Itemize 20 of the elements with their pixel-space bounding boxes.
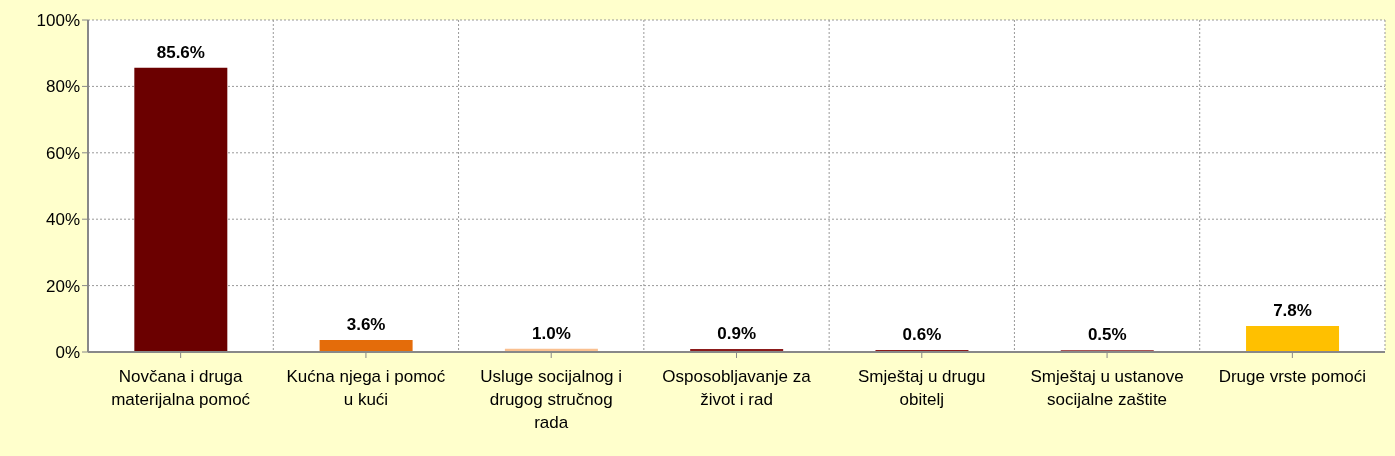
data-label: 0.5% bbox=[1087, 325, 1127, 345]
x-tick-label: Usluge socijalnog i drugog stručnog rada bbox=[480, 367, 623, 433]
data-label: 1.0% bbox=[532, 323, 571, 343]
y-tick-label: 80% bbox=[45, 77, 80, 97]
y-tick-label: 20% bbox=[45, 276, 80, 296]
data-label: 0.9% bbox=[717, 324, 757, 344]
data-label: 0.6% bbox=[902, 325, 942, 345]
y-tick-label: 40% bbox=[45, 210, 80, 230]
y-tick-label: 100% bbox=[36, 11, 80, 31]
data-label: 3.6% bbox=[346, 315, 386, 335]
x-tick-label: Kućna njega i pomoć u kući bbox=[286, 367, 446, 410]
x-tick-label: Smještaj u ustanove socijalne zaštite bbox=[1030, 367, 1184, 410]
y-tick-label: 0% bbox=[55, 343, 80, 363]
x-tick-label: Smještaj u drugu obitelj bbox=[858, 367, 986, 410]
data-label: 7.8% bbox=[1273, 301, 1312, 321]
y-tick-label: 60% bbox=[45, 143, 80, 163]
x-tick-label: Novčana i druga materijalna pomoć bbox=[111, 367, 251, 410]
x-tick-label: Druge vrste pomoći bbox=[1218, 367, 1367, 387]
x-tick-label: Osposobljavanje za život i rad bbox=[662, 367, 812, 410]
data-label: 85.6% bbox=[156, 42, 205, 62]
